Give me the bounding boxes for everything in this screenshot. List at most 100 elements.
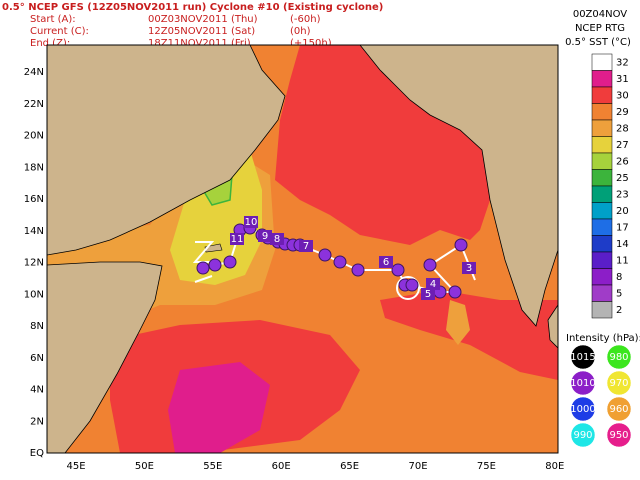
track-label: 3 — [466, 263, 472, 274]
intensity-swatch — [606, 396, 632, 422]
track-point — [405, 278, 419, 292]
track-point — [423, 258, 437, 272]
colorbar-label: 11 — [616, 255, 629, 266]
track-label-box — [421, 288, 435, 300]
colorbar-label: 23 — [616, 189, 629, 200]
track-label: 4 — [430, 279, 436, 290]
lat-label: 2N — [30, 416, 44, 427]
intensity-label: 960 — [609, 404, 628, 415]
colorbar: 32 31 30 29 28 27 26 25 23 20 17 14 11 8 5 2 — [591, 53, 629, 319]
time-offset: (+150h) — [290, 38, 332, 49]
colorbar-label: 20 — [616, 206, 629, 217]
track-point — [318, 248, 332, 262]
lat-label: 16N — [24, 194, 44, 205]
lat-label: 12N — [24, 258, 44, 269]
lon-label: 55E — [203, 461, 222, 472]
intensity-label: 1010 — [570, 378, 595, 389]
track-point — [351, 263, 365, 277]
lon-label: 60E — [272, 461, 291, 472]
colorbar-label: 32 — [616, 57, 629, 68]
intensity-label: 990 — [573, 430, 592, 441]
time-offset: (0h) — [290, 26, 311, 37]
colorbar-label: 2 — [616, 305, 622, 316]
colorbar-cell — [591, 70, 613, 88]
track-point — [454, 238, 468, 252]
time-offset: (-60h) — [290, 14, 321, 25]
track-label-box — [230, 233, 244, 245]
land — [47, 45, 286, 256]
lat-label: 20N — [24, 131, 44, 142]
land — [359, 45, 558, 327]
colorbar-cell — [591, 136, 613, 154]
intensity-legend: 1015 980 1010 970 1000 960 990 950 — [570, 344, 632, 448]
track-point — [448, 285, 462, 299]
time-value: 12Z05NOV2011 (Sat) — [148, 26, 255, 37]
colorbar-label: 28 — [616, 123, 629, 134]
lat-label: 4N — [30, 385, 44, 396]
lat-label: 6N — [30, 353, 44, 364]
track-label: 9 — [262, 231, 268, 242]
sst-title: 0.5° SST (°C) — [565, 37, 631, 48]
intensity-label: 1015 — [570, 352, 595, 363]
lat-label: 22N — [24, 99, 44, 110]
colorbar-label: 31 — [616, 74, 629, 85]
colorbar-cell — [591, 218, 613, 236]
track-point — [391, 263, 405, 277]
track-label: 7 — [303, 241, 309, 252]
sst-date: 00Z04NOV — [573, 9, 627, 20]
colorbar-cell — [591, 53, 613, 71]
colorbar-label: 5 — [616, 288, 622, 299]
track-label-box — [244, 216, 258, 228]
land — [547, 304, 558, 349]
track-label: 6 — [383, 257, 389, 268]
track-label: 10 — [245, 217, 258, 228]
track-label: 11 — [231, 234, 244, 245]
lat-label: 8N — [30, 321, 44, 332]
land — [47, 261, 163, 453]
lon-label: 80E — [545, 461, 564, 472]
colorbar-cell — [591, 86, 613, 104]
intensity-label: 970 — [609, 378, 628, 389]
colorbar-label: 8 — [616, 272, 622, 283]
time-info: Start (A): 00Z03NOV2011 (Thu) (-60h) Curren… — [30, 14, 332, 49]
track-label-box — [426, 278, 440, 290]
colorbar-label: 17 — [616, 222, 629, 233]
sst-28 — [446, 300, 470, 345]
track-label-box — [379, 256, 393, 268]
intensity-label: 980 — [609, 352, 628, 363]
sst-31 — [168, 362, 270, 453]
time-label: Start (A): — [30, 14, 76, 25]
colorbar-cell — [591, 152, 613, 170]
track-label: 8 — [274, 234, 280, 245]
track-label-box — [462, 262, 476, 274]
time-label: Current (C): — [30, 26, 89, 37]
time-value: 00Z03NOV2011 (Thu) — [148, 14, 258, 25]
current-marker — [396, 276, 420, 300]
time-label: End (Z): — [30, 38, 70, 49]
intensity-swatch — [570, 344, 596, 370]
lon-label: 65E — [340, 461, 359, 472]
sst-27 — [170, 150, 262, 285]
intensity-label: 950 — [609, 430, 628, 441]
colorbar-label: 14 — [616, 239, 629, 250]
colorbar-cell — [591, 268, 613, 286]
colorbar-cell — [591, 251, 613, 269]
lon-label: 45E — [66, 461, 85, 472]
title: 0.5° NCEP GFS (12Z05NOV2011 run) Cyclone… — [2, 2, 383, 13]
sst-30 — [380, 290, 558, 380]
lon-label: 50E — [135, 461, 154, 472]
map-frame — [46, 44, 559, 454]
intensity-swatch — [570, 422, 596, 448]
intensity-swatch — [570, 370, 596, 396]
lon-label: 75E — [477, 461, 496, 472]
time-value: 18Z11NOV2011 (Fri) — [148, 38, 251, 49]
track-point — [196, 261, 210, 275]
colorbar-cell — [591, 119, 613, 137]
colorbar-label: 26 — [616, 156, 629, 167]
lon-label: 70E — [408, 461, 427, 472]
colorbar-label: 30 — [616, 90, 629, 101]
colorbar-cell — [591, 169, 613, 187]
intensity-title: Intensity (hPa): — [566, 333, 640, 344]
